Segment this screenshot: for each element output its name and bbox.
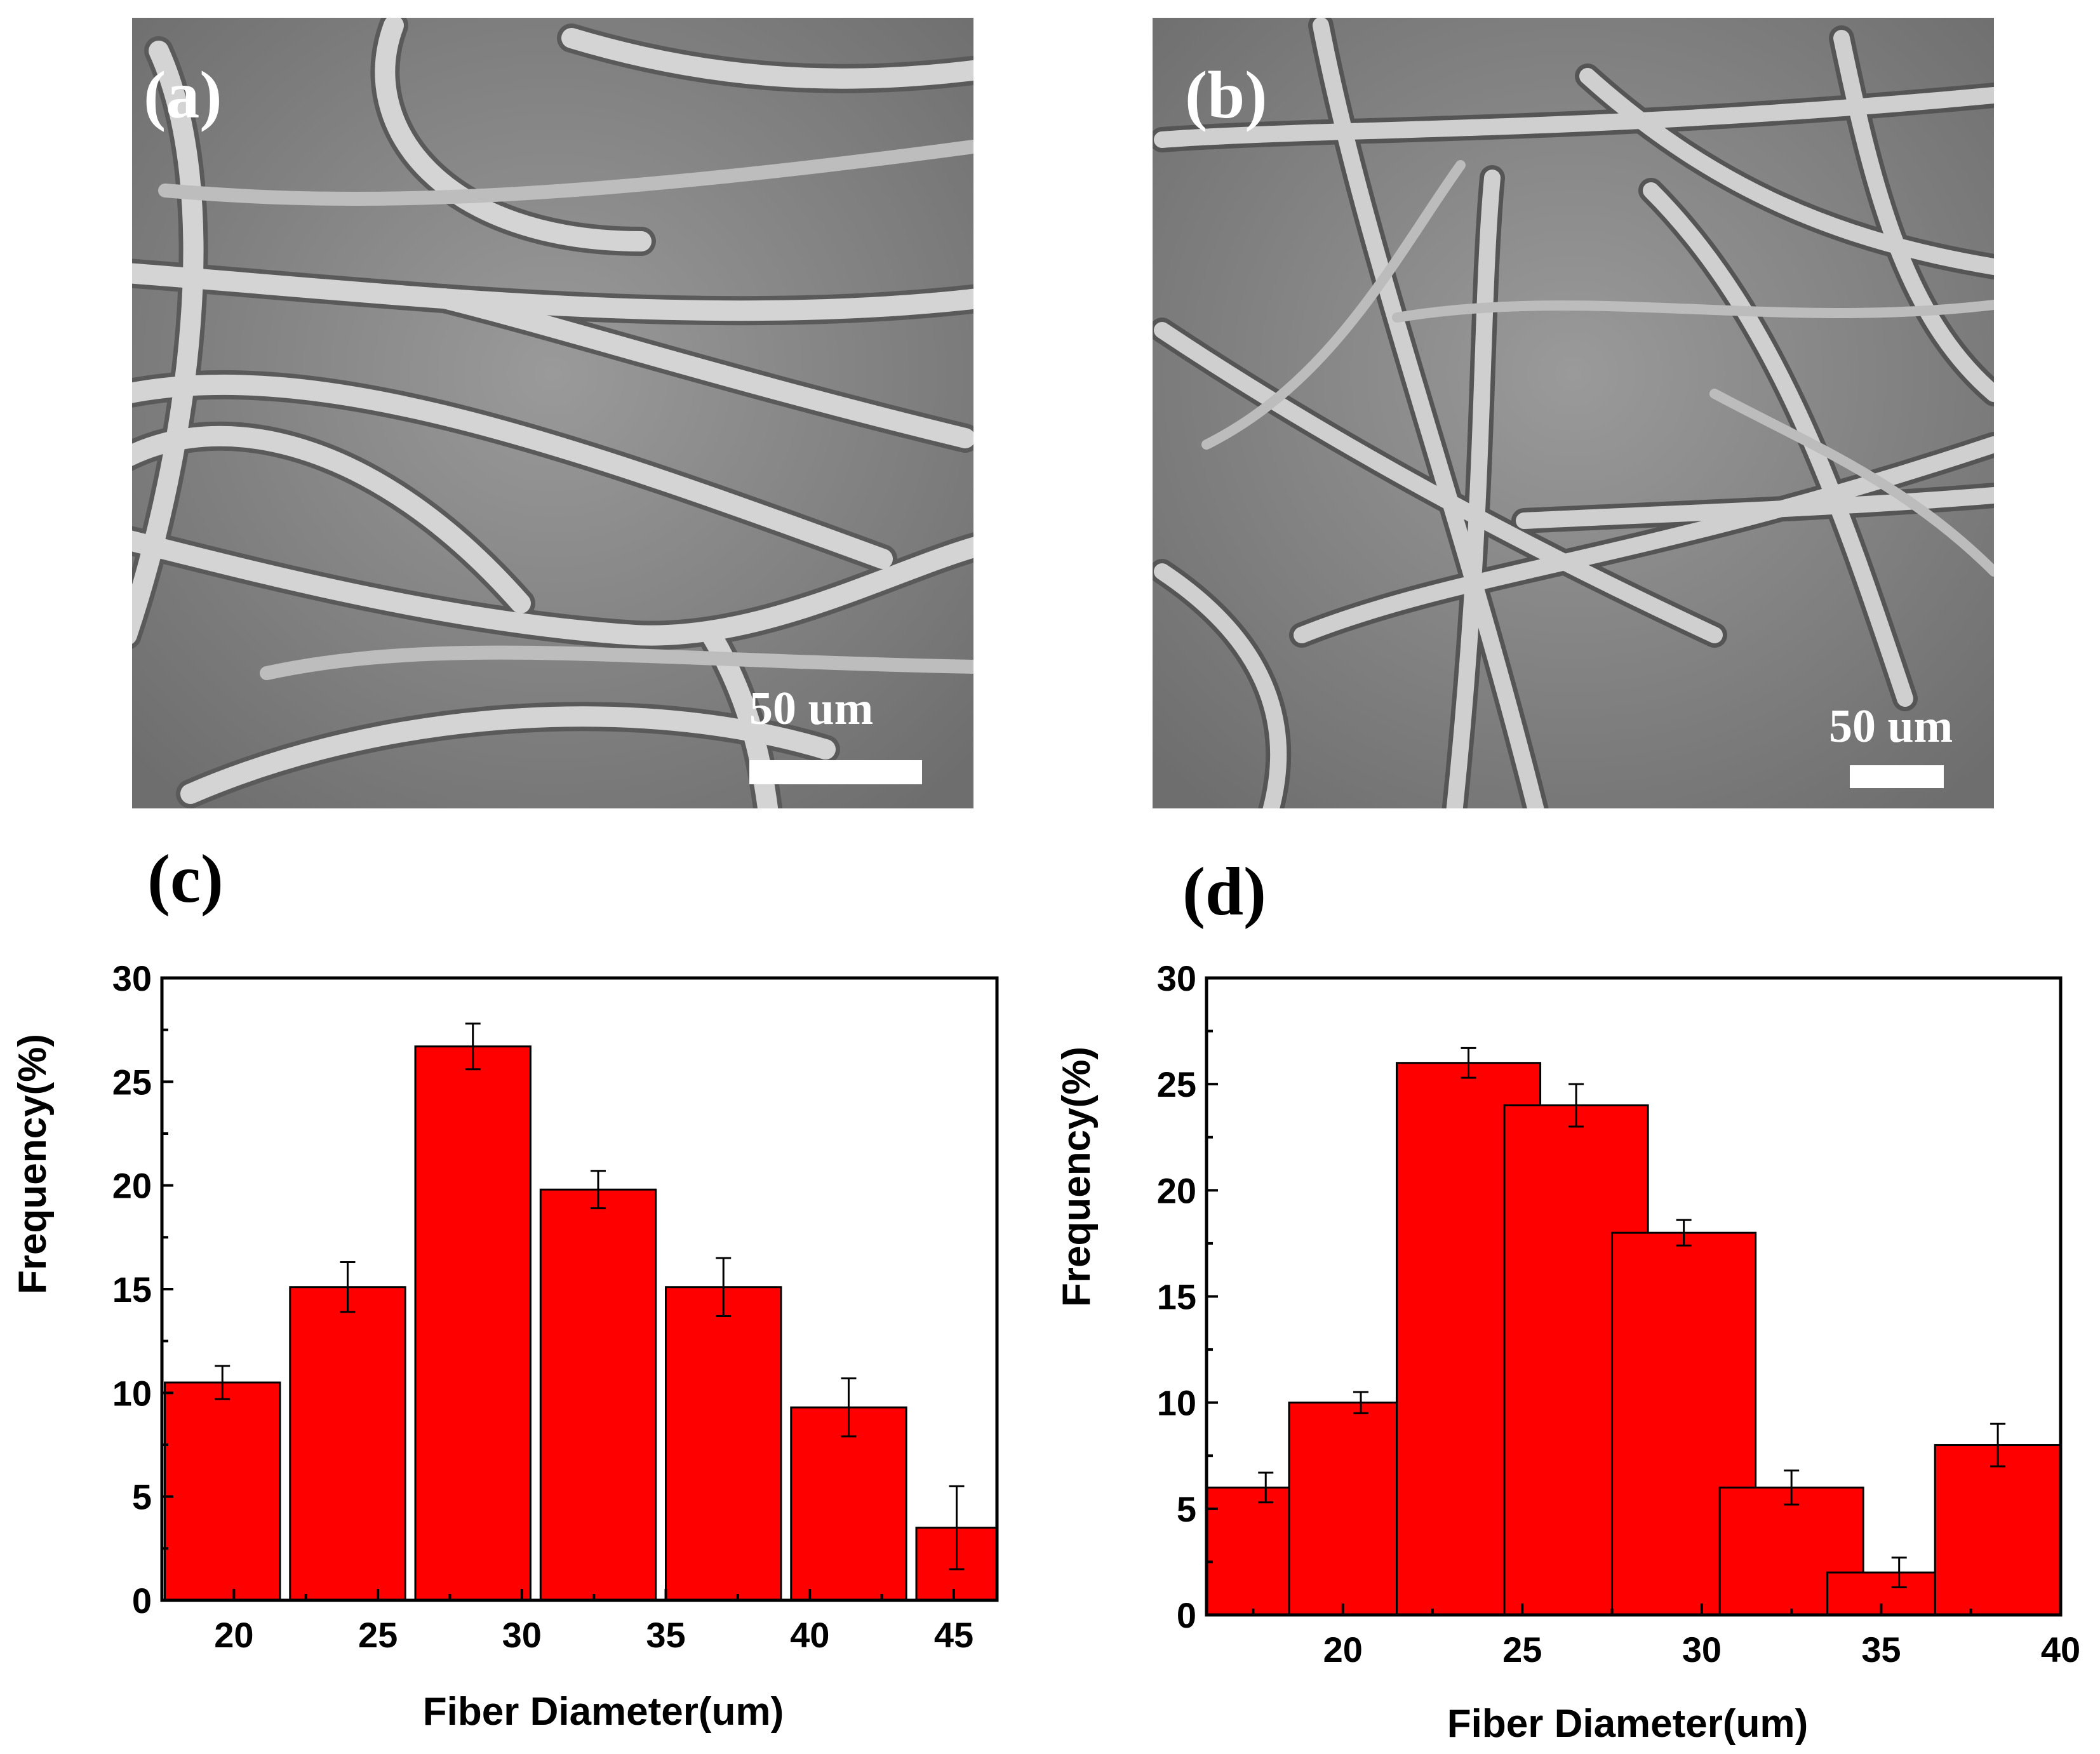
x-tick-label-c-3: 35 [646,1615,685,1655]
ticks-d: 0 5 10 15 20 25 30 20 25 30 35 40 [1157,958,2080,1670]
scale-bar-label-a: 50 um [749,683,873,735]
y-tick-label-d-5: 25 [1157,1064,1196,1104]
sem-image-b: (b) 50 um [1153,18,1994,808]
scale-bar-b [1850,765,1944,788]
error-bar-c-5 [841,1377,857,1438]
x-tick-label-d-1: 25 [1502,1630,1542,1670]
bars-d [1205,1062,2062,1616]
bar-c-1 [289,1286,406,1602]
histogram-chart-d: 0 5 10 15 20 25 30 20 25 30 35 40 Fiber Diameter(um… [1055,958,2080,1746]
y-tick-label-d-0: 0 [1177,1595,1196,1635]
panel-label-a: (a) [144,58,222,132]
x-tick-label-c-1: 25 [358,1615,398,1655]
y-tick-label-c-3: 15 [112,1269,152,1309]
x-tick-label-d-4: 40 [2041,1630,2080,1670]
error-bar-d-4 [1676,1219,1692,1247]
bar-c-0 [164,1381,281,1602]
error-bar-c-3 [590,1170,606,1210]
y-tick-label-c-1: 5 [132,1477,152,1517]
error-bars-d [1258,1047,2006,1589]
y-tick-label-d-6: 30 [1157,958,1196,998]
x-tick-label-d-0: 20 [1323,1630,1363,1670]
error-bar-d-7 [1990,1423,2006,1468]
scale-bar-label-b: 50 um [1829,700,1953,753]
x-tick-label-c-4: 40 [790,1615,829,1655]
error-bar-d-5 [1784,1469,1800,1506]
x-tick-label-c-0: 20 [214,1615,253,1655]
histogram-chart-c: 0 5 10 15 20 25 30 20 25 30 35 40 45 Fiber Diameter(… [11,958,999,1734]
error-bar-d-0 [1258,1471,1274,1504]
error-bar-c-4 [716,1257,732,1317]
y-tick-label-c-4: 20 [112,1166,152,1206]
y-tick-label-c-6: 30 [112,958,152,998]
x-axis-label-d: Fiber Diameter(um) [1447,1702,1808,1746]
error-bar-d-1 [1353,1391,1369,1414]
error-bar-c-6 [949,1485,965,1570]
x-tick-label-c-2: 30 [502,1615,542,1655]
panel-label-b: (b) [1185,58,1267,132]
scale-bar-a [749,760,922,784]
bar-c-4 [665,1286,782,1602]
y-axis-label-c: Frequency(%) [11,1034,55,1294]
y-tick-label-c-5: 25 [112,1062,152,1102]
x-tick-label-c-5: 45 [934,1615,973,1655]
error-bar-c-0 [215,1365,231,1400]
y-tick-label-c-2: 10 [112,1373,152,1413]
error-bar-c-2 [465,1022,481,1071]
bar-c-2 [414,1045,532,1602]
bar-c-3 [539,1188,657,1602]
bar-d-7 [1934,1444,2062,1616]
error-bars-c [215,1022,965,1570]
y-tick-label-d-1: 5 [1177,1489,1196,1529]
bars-c [164,1045,998,1602]
x-tick-label-d-3: 35 [1861,1630,1901,1670]
error-bar-c-1 [340,1261,356,1313]
y-tick-label-d-2: 10 [1157,1383,1196,1423]
ticks-c: 0 5 10 15 20 25 30 20 25 30 35 40 45 [112,958,973,1655]
error-bar-d-6 [1891,1557,1907,1589]
x-tick-label-d-2: 30 [1682,1630,1722,1670]
y-axis-label-d: Frequency(%) [1055,1047,1099,1307]
y-tick-label-d-3: 15 [1157,1277,1196,1317]
y-tick-label-c-0: 0 [132,1581,152,1621]
error-bar-d-2 [1461,1047,1476,1079]
sem-image-a: (a) 50 um [132,18,973,808]
x-axis-label-c: Fiber Diameter(um) [423,1690,784,1734]
panel-label-d: (d) [1182,854,1266,930]
error-bar-d-3 [1568,1083,1584,1128]
panel-label-c: (c) [147,841,224,917]
y-tick-label-d-4: 20 [1157,1170,1196,1210]
